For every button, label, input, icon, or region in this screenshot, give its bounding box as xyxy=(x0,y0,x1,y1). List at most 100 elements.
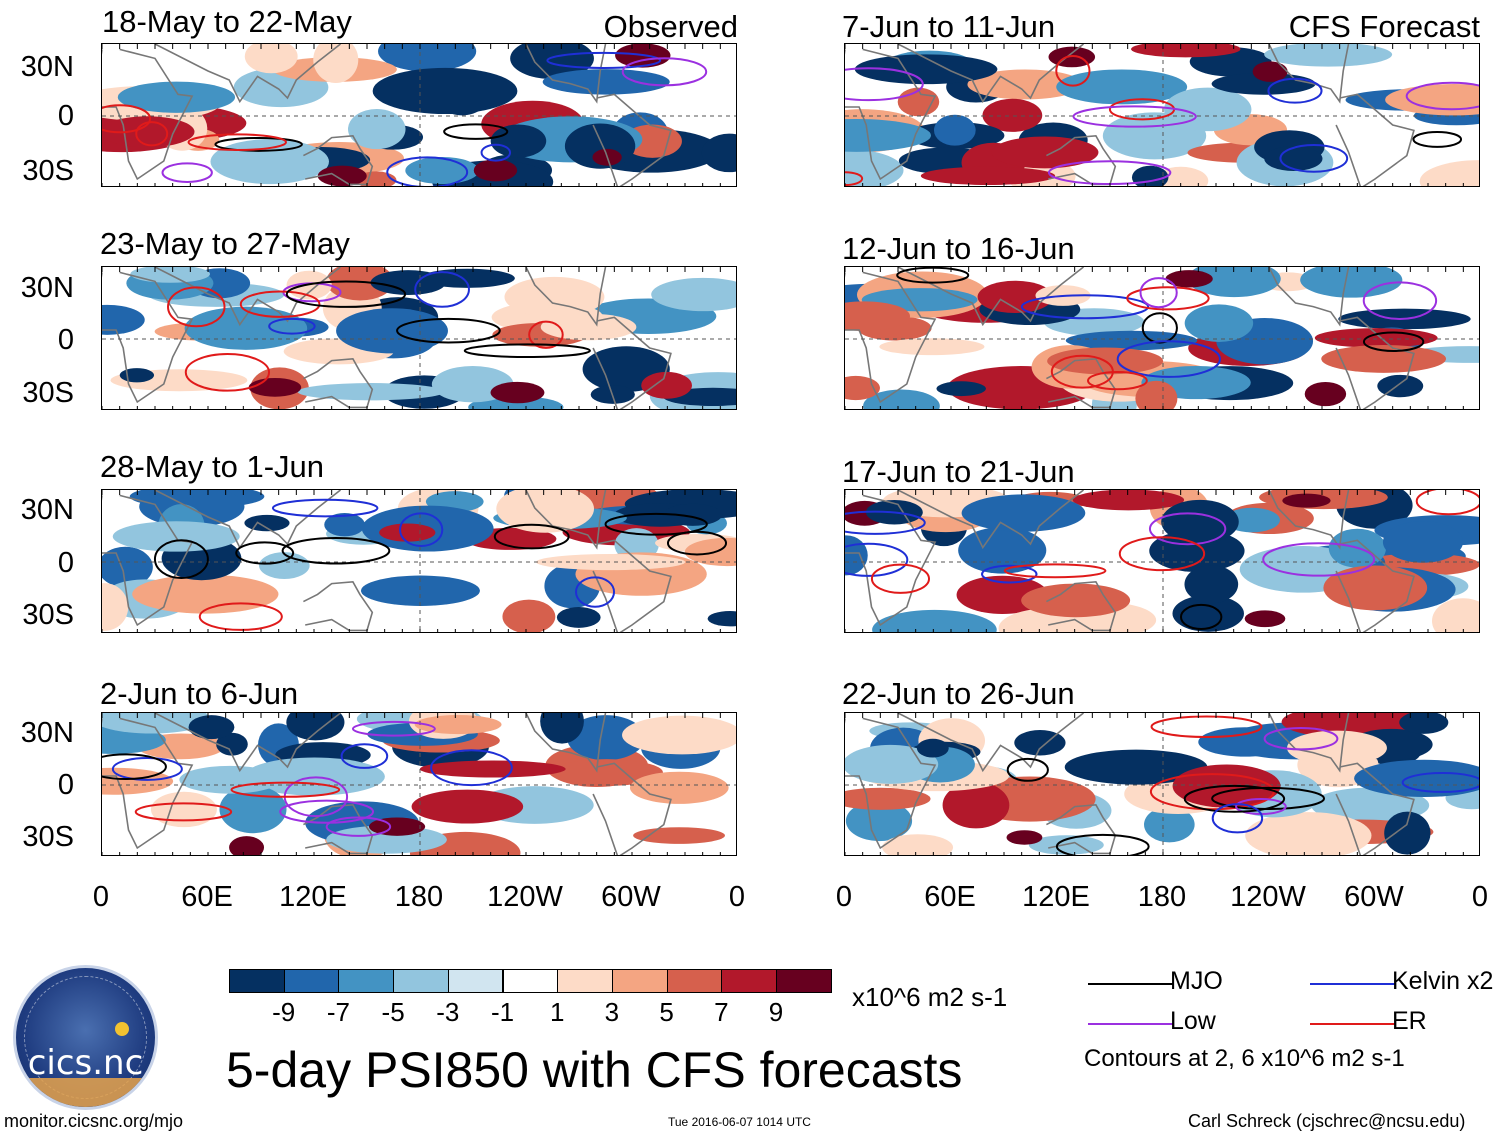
anomaly-core xyxy=(317,165,367,186)
panel-title-1: 18-May to 22-May xyxy=(102,4,352,39)
wave-contour xyxy=(1087,371,1148,391)
wave-contour xyxy=(279,799,375,824)
map-panel-4 xyxy=(101,712,737,856)
anomaly-blob xyxy=(1431,598,1479,632)
map-panel-7 xyxy=(844,489,1480,633)
colorbar-swatch xyxy=(229,969,285,993)
wave-contour xyxy=(414,271,470,308)
footer-url: monitor.cicsnc.org/mjo xyxy=(4,1111,184,1131)
colorbar-tick-label: 5 xyxy=(659,997,674,1027)
wave-contour xyxy=(1150,715,1263,739)
colorbar-tick-label: -9 xyxy=(272,997,296,1027)
anomaly-blob xyxy=(244,44,298,74)
anomaly-blob xyxy=(379,523,436,542)
anomaly-core xyxy=(244,514,290,532)
anomaly-blob xyxy=(879,338,985,356)
lon-label: 0 xyxy=(92,881,110,913)
wave-contour xyxy=(896,267,970,284)
coastline xyxy=(592,539,672,632)
panel-title-5: 7-Jun to 11-Jun xyxy=(842,9,1056,44)
anomaly-core xyxy=(473,159,518,182)
wave-contour xyxy=(1148,512,1227,546)
legend-line-mjo xyxy=(1088,983,1173,985)
lat-label: 30N xyxy=(20,494,74,526)
colorbar-tick-label: 9 xyxy=(768,997,784,1027)
anomaly-blob xyxy=(372,67,518,115)
anomaly-blob xyxy=(1245,812,1372,855)
panel-title-6: 12-Jun to 16-Jun xyxy=(842,231,1075,266)
map-panel-1 xyxy=(101,43,737,187)
anomaly-blob xyxy=(378,44,477,72)
coastline xyxy=(303,357,374,409)
coastline xyxy=(1268,44,1350,104)
anomaly-blob xyxy=(967,69,1084,100)
wave-contour xyxy=(1020,294,1150,320)
wave-contour xyxy=(187,133,287,151)
logo-text: cics.nc xyxy=(27,1043,144,1083)
anomaly-core xyxy=(1014,729,1066,756)
anomaly-blob xyxy=(419,760,566,778)
anomaly-blob xyxy=(102,583,129,631)
anomaly-blob xyxy=(845,800,913,842)
wave-contour xyxy=(1267,77,1323,104)
anomaly-blob xyxy=(1184,304,1254,342)
coastline xyxy=(102,494,194,627)
anomaly-blob xyxy=(1161,499,1239,544)
anomaly-blob xyxy=(1064,749,1208,785)
wave-contour xyxy=(134,802,233,822)
wave-contour xyxy=(480,143,512,162)
coastline xyxy=(592,93,672,186)
lat-label: 30S xyxy=(22,155,74,187)
coastline xyxy=(897,490,1084,550)
anomaly-blob xyxy=(360,575,480,606)
observed-label: Observed xyxy=(603,9,738,44)
anomaly-blob xyxy=(622,715,736,755)
wave-contour xyxy=(239,290,321,318)
wave-contour xyxy=(268,317,316,335)
coastline xyxy=(303,134,374,186)
wave-contour xyxy=(1405,81,1479,111)
anomaly-blob xyxy=(684,537,736,567)
coastline xyxy=(154,44,341,104)
wave-contour xyxy=(184,353,271,392)
wave-contour xyxy=(981,564,1038,584)
wave-contour xyxy=(1179,603,1223,630)
lat-label: 30N xyxy=(20,51,74,83)
anomaly-blob xyxy=(845,301,911,331)
anomaly-core xyxy=(490,381,545,404)
wave-contour xyxy=(666,530,728,556)
lon-label: 60W xyxy=(601,881,661,913)
wave-contour xyxy=(575,576,616,608)
wave-contour xyxy=(235,541,295,565)
coastline xyxy=(1335,762,1415,855)
anomaly-blob xyxy=(942,781,1010,829)
anomaly-core xyxy=(556,607,601,628)
footer-author: Carl Schreck (cjschrec@ncsu.edu) xyxy=(1188,1111,1466,1131)
panel-title-3: 28-May to 1-Jun xyxy=(100,449,324,484)
wave-contour xyxy=(528,320,564,349)
wave-contour xyxy=(430,749,513,787)
legend-label-er: ER xyxy=(1392,1007,1427,1035)
wave-contour xyxy=(1072,105,1197,128)
anomaly-blob xyxy=(347,109,406,150)
colorbar-tick-label: 1 xyxy=(549,997,565,1027)
wave-contour xyxy=(230,781,341,798)
panel-title-4: 2-Jun to 6-Jun xyxy=(100,676,299,711)
anomaly-blob xyxy=(542,69,670,95)
coastline xyxy=(102,48,194,181)
legend-label-mjo: MJO xyxy=(1170,967,1223,995)
wave-contour xyxy=(1183,784,1286,813)
anomaly-blob xyxy=(490,124,547,158)
wave-contour xyxy=(1401,772,1479,793)
colorbar-swatch xyxy=(283,969,340,993)
anomaly-blob xyxy=(1135,380,1178,409)
wave-contour xyxy=(1006,757,1049,782)
anomaly-blob xyxy=(150,791,217,828)
wave-contour xyxy=(1003,563,1107,579)
anomaly-blob xyxy=(1184,565,1239,604)
lon-label: 0 xyxy=(1471,881,1489,913)
coastline xyxy=(102,271,194,404)
coastline xyxy=(845,494,937,627)
anomaly-blob xyxy=(701,133,736,173)
anomaly-core xyxy=(1006,830,1043,845)
